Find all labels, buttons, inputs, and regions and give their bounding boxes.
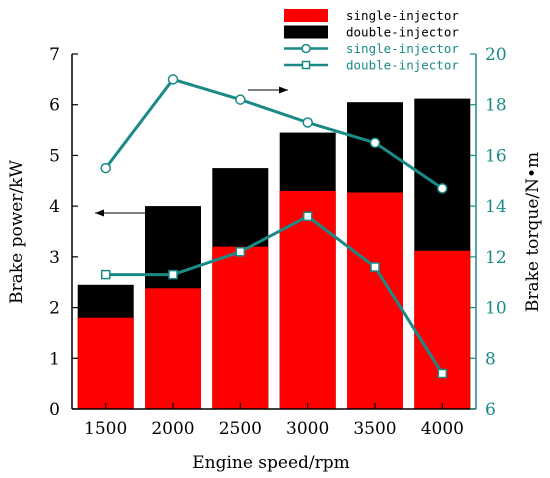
y-right-tick-label: 20	[485, 45, 507, 65]
y-right-tick-label: 10	[485, 299, 507, 319]
point-single-injector-circle-3000	[302, 117, 313, 128]
point-single-injector-circle-3500	[369, 137, 381, 149]
x-tick-label: 3000	[286, 419, 329, 439]
legend-marker-square	[301, 60, 311, 70]
legend-label: double-injector	[346, 58, 459, 73]
point-double-injector-square-1500	[100, 269, 111, 280]
x-tick-label: 1500	[84, 419, 127, 439]
y-left-tick-label: 6	[49, 96, 60, 116]
legend-marker-circle	[301, 43, 311, 54]
point-double-injector-square-3500	[370, 262, 380, 272]
annotations-layer	[95, 86, 288, 217]
point-single-injector-circle-2500	[235, 94, 246, 105]
y-left-tick-label: 0	[49, 400, 60, 420]
legend-label: single-injector	[346, 41, 459, 56]
y-left-tick-label: 2	[49, 299, 60, 319]
y-right-tick-label: 6	[485, 400, 496, 420]
legend-label: double-injector	[346, 25, 459, 40]
x-tick-label: 3500	[353, 419, 396, 439]
legend: single-injectordouble-injectorsingle-inj…	[284, 8, 459, 73]
bar-single-injector-3000	[279, 190, 336, 409]
arrow-to-left-axis-head	[95, 209, 104, 217]
y-axis-left-label: Brake power/kW	[7, 160, 27, 304]
point-double-injector-square-4000	[437, 368, 448, 379]
bar-single-injector-2500	[212, 246, 269, 409]
y-left-tick-label: 4	[49, 197, 60, 217]
bars-layer	[77, 98, 471, 410]
bar-single-injector-2000	[145, 288, 201, 409]
point-single-injector-circle-1500	[100, 162, 111, 174]
legend-swatch-bar-single-injector	[284, 9, 328, 22]
x-tick-label: 4000	[421, 419, 464, 439]
bar-single-injector-3500	[347, 192, 403, 409]
point-double-injector-square-3000	[302, 211, 313, 222]
y-left-tick-label: 1	[49, 349, 60, 369]
x-axis-label: Engine speed/rpm	[192, 453, 350, 473]
point-single-injector-circle-2000	[167, 74, 179, 85]
y-left-tick-label: 3	[49, 248, 60, 268]
point-double-injector-square-2000	[168, 269, 178, 280]
x-tick-label: 2000	[151, 419, 194, 439]
y-left-tick-label: 5	[49, 146, 60, 166]
line-double-injector-square	[105, 214, 444, 375]
point-single-injector-circle-4000	[437, 183, 448, 194]
bar-single-injector-1500	[77, 317, 134, 409]
y-right-tick-label: 16	[485, 146, 507, 166]
y-right-tick-label: 14	[485, 197, 507, 217]
legend-swatch-bar-double-injector	[284, 25, 328, 39]
y-axis-right-label: Brake torque/N•m	[523, 152, 543, 312]
y-right-tick-label: 8	[485, 349, 496, 369]
legend-label: single-injector	[346, 8, 459, 23]
y-right-tick-label: 12	[485, 248, 507, 268]
bar-single-injector-4000	[414, 250, 471, 409]
point-double-injector-square-2500	[235, 247, 246, 257]
y-left-tick-label: 7	[49, 45, 60, 65]
line-single-injector-circle	[104, 77, 444, 190]
lines-layer	[100, 74, 448, 379]
arrow-to-right-axis-head	[279, 86, 288, 94]
x-tick-label: 2500	[219, 419, 262, 439]
y-right-tick-label: 18	[485, 96, 507, 116]
